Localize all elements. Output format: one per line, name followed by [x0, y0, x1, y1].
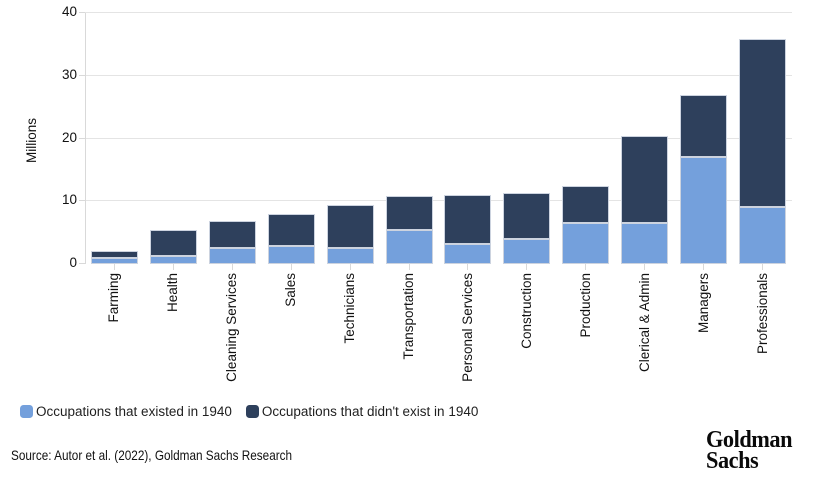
x-tick-6: [467, 264, 469, 270]
x-category-label-1: Health: [165, 273, 181, 313]
y-tick-30: [79, 74, 85, 76]
x-tick-10: [703, 264, 705, 270]
gridline-30: [85, 74, 792, 76]
bar-segment-didnt-exist-8: [562, 185, 610, 223]
x-category-label-2: Cleaning Services: [224, 273, 240, 382]
x-tick-7: [526, 264, 528, 270]
y-tick-10: [79, 200, 85, 202]
x-tick-2: [231, 264, 233, 270]
bar-segment-didnt-exist-4: [326, 205, 374, 249]
y-tick-label-10: 10: [61, 192, 77, 208]
x-category-label-7: Construction: [518, 273, 534, 349]
y-tick-label-0: 0: [69, 255, 77, 270]
legend-swatch-existed-icon: [20, 405, 33, 418]
x-category-label-0: Farming: [106, 273, 122, 323]
bar-segment-didnt-exist-9: [621, 136, 669, 223]
bar-segment-existed-3: [267, 245, 315, 264]
goldman-sachs-logo: Goldman Sachs: [706, 427, 793, 474]
y-tick-label-20: 20: [61, 129, 77, 145]
bar-segment-existed-1: [149, 255, 197, 264]
bar-segment-didnt-exist-2: [208, 221, 256, 248]
y-axis-line: [85, 13, 86, 264]
bar-segment-didnt-exist-1: [149, 229, 197, 256]
bar-segment-existed-9: [621, 222, 669, 264]
bar-segment-existed-5: [385, 229, 433, 264]
x-tick-9: [644, 264, 646, 270]
bar-segment-existed-0: [90, 257, 138, 264]
bar-segment-existed-8: [562, 222, 610, 264]
x-category-label-9: Clerical & Admin: [636, 273, 652, 373]
bar-segment-existed-11: [739, 206, 787, 264]
x-tick-5: [408, 264, 410, 270]
legend-label-existed: Occupations that existed in 1940: [36, 404, 232, 419]
bar-segment-didnt-exist-5: [385, 196, 433, 230]
bar-segment-existed-6: [444, 243, 492, 264]
y-tick-40: [79, 12, 85, 13]
bar-segment-existed-4: [326, 248, 374, 264]
x-category-label-10: Managers: [695, 273, 711, 334]
logo-line-1: Goldman: [706, 427, 793, 453]
legend-item-didnt-exist-1940: Occupations that didn't exist in 1940: [245, 404, 479, 419]
x-tick-3: [290, 264, 292, 270]
y-tick-20: [79, 137, 85, 139]
bar-segment-didnt-exist-10: [680, 95, 728, 157]
x-tick-11: [762, 264, 764, 270]
gridline-20: [85, 137, 792, 139]
x-category-label-4: Technicians: [342, 273, 358, 344]
bar-segment-didnt-exist-7: [503, 193, 551, 239]
bar-segment-didnt-exist-0: [90, 251, 138, 258]
bar-segment-didnt-exist-3: [267, 213, 315, 246]
bar-segment-existed-2: [208, 247, 256, 264]
bar-segment-existed-10: [680, 156, 728, 264]
source-attribution: Source: Autor et al. (2022), Goldman Sac…: [11, 447, 293, 463]
gridline-40: [85, 12, 792, 13]
y-tick-label-40: 40: [61, 4, 77, 19]
x-tick-1: [172, 264, 174, 270]
y-axis-title: Millions: [24, 117, 39, 163]
legend: Occupations that existed in 1940 Occupat…: [20, 404, 478, 419]
x-category-label-6: Personal Services: [459, 273, 475, 382]
x-tick-8: [585, 264, 587, 270]
plot-area: 0 10 20 30 40 Farming Health Cleaning Services S…: [62, 4, 792, 382]
y-tick-label-30: 30: [61, 66, 77, 82]
bar-segment-didnt-exist-11: [739, 38, 787, 207]
legend-item-existed-1940: Occupations that existed in 1940: [20, 404, 232, 419]
gridline-10: [85, 200, 792, 202]
legend-label-didnt-exist: Occupations that didn't exist in 1940: [261, 404, 479, 419]
x-tick-4: [349, 264, 351, 270]
x-category-label-5: Transportation: [401, 273, 417, 360]
legend-swatch-didnt-exist-icon: [245, 405, 259, 418]
x-category-label-11: Professionals: [754, 273, 770, 355]
x-category-label-3: Sales: [283, 273, 299, 307]
x-category-label-8: Production: [577, 273, 593, 338]
logo-line-2: Sachs: [706, 448, 759, 474]
x-tick-0: [113, 264, 115, 270]
bar-segment-didnt-exist-6: [444, 194, 492, 244]
bar-segment-existed-7: [503, 238, 551, 264]
y-tick-0: [79, 263, 85, 264]
